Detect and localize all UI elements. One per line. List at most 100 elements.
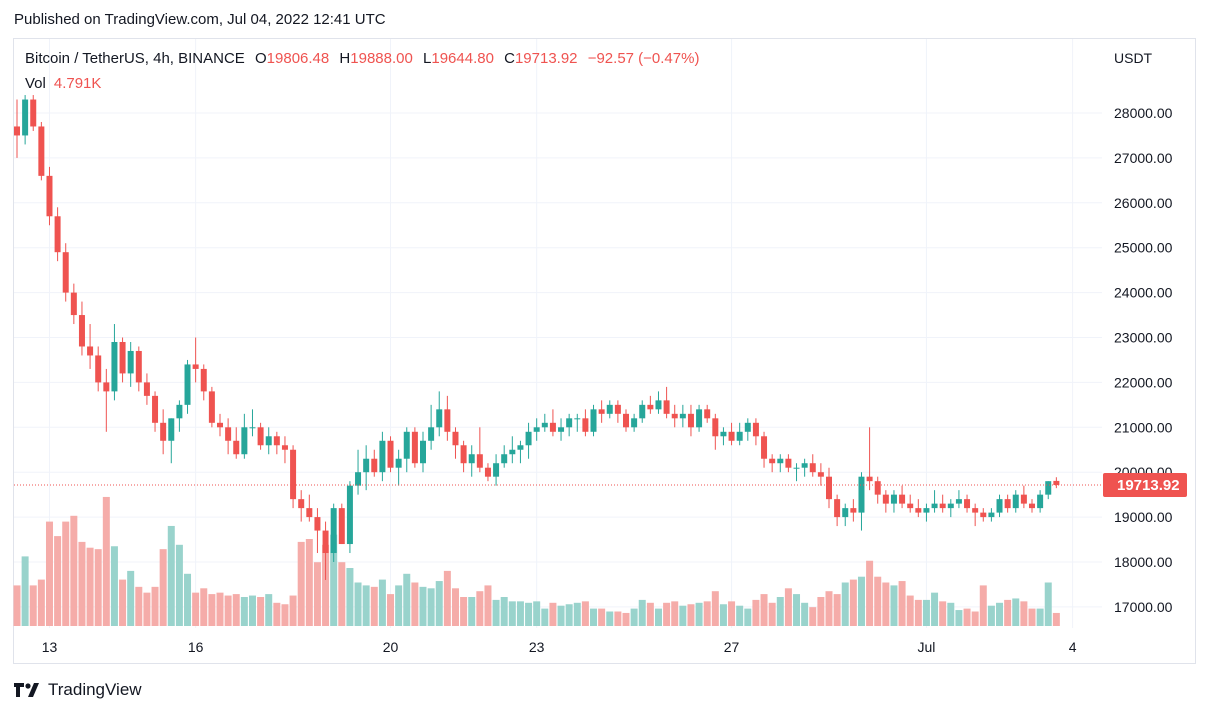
volume-bar [110,546,118,626]
volume-bar [451,588,459,626]
candle-body [184,364,191,405]
candle-body [70,292,77,316]
candle-body [298,499,305,509]
volume-bar [200,588,208,626]
chart-grid [14,39,1102,628]
last-price-label: 19713.92 [1117,477,1180,494]
chart-frame[interactable] [13,38,1196,664]
candle-body [78,315,85,347]
candle-body [842,508,849,518]
volume-bar [687,604,695,626]
candle-body [217,422,223,428]
candle-body [541,422,548,428]
candle-body [233,440,240,455]
candle-body [281,445,288,450]
volume-bar [882,582,890,626]
candle-body [655,400,662,410]
volume-bar [768,602,776,626]
candle-body [614,404,621,414]
volume-bar [313,562,321,626]
volume-bar [776,597,784,626]
volume-bar [695,602,703,626]
candle-body [127,350,134,374]
candle-body [590,409,597,432]
volume-bar [508,601,516,626]
volume-bar [248,595,256,626]
time-axis: 13 16 20 23 27 Jul 4 [42,639,1077,655]
volume-bar [159,549,167,626]
candle-body [387,440,394,468]
volume-bar [711,591,719,626]
candle-body [988,512,995,518]
volume-bar [638,599,646,626]
volume-bar [533,601,541,626]
volume-bar [1020,601,1028,626]
candle-body [566,418,573,428]
candle-body [452,431,459,446]
candle-body [338,508,345,545]
candle-body [817,472,824,477]
volume-bar [435,581,443,626]
volume-bar [78,541,86,626]
volume-bar [606,611,614,626]
candle-body [484,467,491,477]
candle-body [858,476,865,513]
symbol-title: Bitcoin / TetherUS, 4h, BINANCE [25,50,245,67]
volume-bar [598,608,606,626]
volume-bar [549,602,557,626]
price-tick-label: 21000.00 [1114,419,1173,435]
volume-bar [849,579,857,626]
candle-body [972,508,979,513]
candle-body [103,382,110,392]
volume-bar [29,585,37,626]
price-tick-label: 26000.00 [1114,195,1173,211]
currency-label: USDT [1114,50,1153,66]
volume-bar [184,573,192,626]
candle-body [119,341,126,374]
volume-bar [760,594,768,626]
candle-body [135,350,142,383]
volume-bar [94,549,102,626]
candle-body [330,508,337,554]
volume-bar [305,539,313,626]
candle-body [87,346,94,356]
candle-body [980,512,987,518]
volume-bar [102,496,110,626]
time-tick-label: 16 [188,639,204,655]
candle-body [208,391,215,423]
candle-body [168,418,175,441]
volume-bar [378,579,386,626]
volume-bar [330,534,338,626]
candle-body [355,472,362,486]
last-price-badge [1103,473,1187,498]
candle-body [1004,499,1011,509]
price-tick-label: 18000.00 [1114,554,1173,570]
candle-body [639,404,646,419]
candle-body [752,422,759,437]
candle-body [631,418,638,428]
candles [14,95,1060,580]
volume-bar [963,608,971,626]
candle-body [907,503,914,509]
price-tick-label: 17000.00 [1114,599,1173,615]
candle-body [160,422,167,441]
open-value: 19806.48 [266,50,330,67]
volume-bar [484,585,492,626]
candle-body [420,440,426,464]
brand-footer[interactable]: TradingView [14,680,142,700]
candle-body [785,458,792,468]
published-caption: Published on TradingView.com, Jul 04, 20… [14,11,386,28]
candle-body [143,382,150,396]
volume-bar [801,602,809,626]
candle-body [30,99,37,127]
candle-body [955,499,962,504]
volume-bar [931,592,939,626]
candle-body [850,508,857,513]
candle-body [890,494,897,504]
candle-body [704,409,711,419]
volume-bar [979,585,987,626]
volume-bar [21,556,29,626]
volume-bar [971,611,979,626]
candle-body [696,409,703,428]
